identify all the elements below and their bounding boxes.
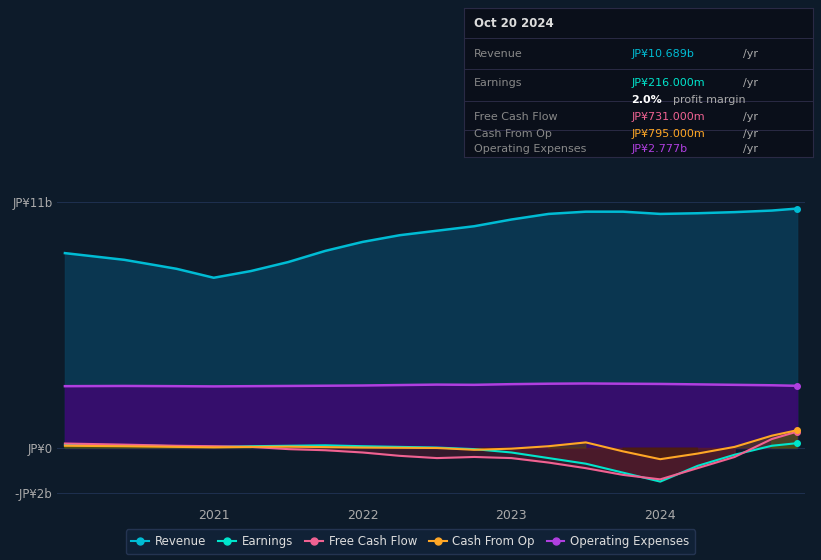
Text: Operating Expenses: Operating Expenses [475,144,587,155]
Text: /yr: /yr [743,78,758,87]
Text: /yr: /yr [743,129,758,139]
Text: Cash From Op: Cash From Op [475,129,553,139]
Text: Oct 20 2024: Oct 20 2024 [475,17,554,30]
Text: Free Cash Flow: Free Cash Flow [475,112,558,122]
Text: 2.0%: 2.0% [631,95,662,105]
Legend: Revenue, Earnings, Free Cash Flow, Cash From Op, Operating Expenses: Revenue, Earnings, Free Cash Flow, Cash … [126,529,695,554]
Text: /yr: /yr [743,112,758,122]
Text: Revenue: Revenue [475,49,523,59]
Text: JP¥2.777b: JP¥2.777b [631,144,687,155]
Text: /yr: /yr [743,144,758,155]
Text: JP¥10.689b: JP¥10.689b [631,49,695,59]
Text: JP¥216.000m: JP¥216.000m [631,78,705,87]
Text: Earnings: Earnings [475,78,523,87]
Text: JP¥795.000m: JP¥795.000m [631,129,705,139]
Text: profit margin: profit margin [673,95,745,105]
Text: /yr: /yr [743,49,758,59]
Text: JP¥731.000m: JP¥731.000m [631,112,705,122]
